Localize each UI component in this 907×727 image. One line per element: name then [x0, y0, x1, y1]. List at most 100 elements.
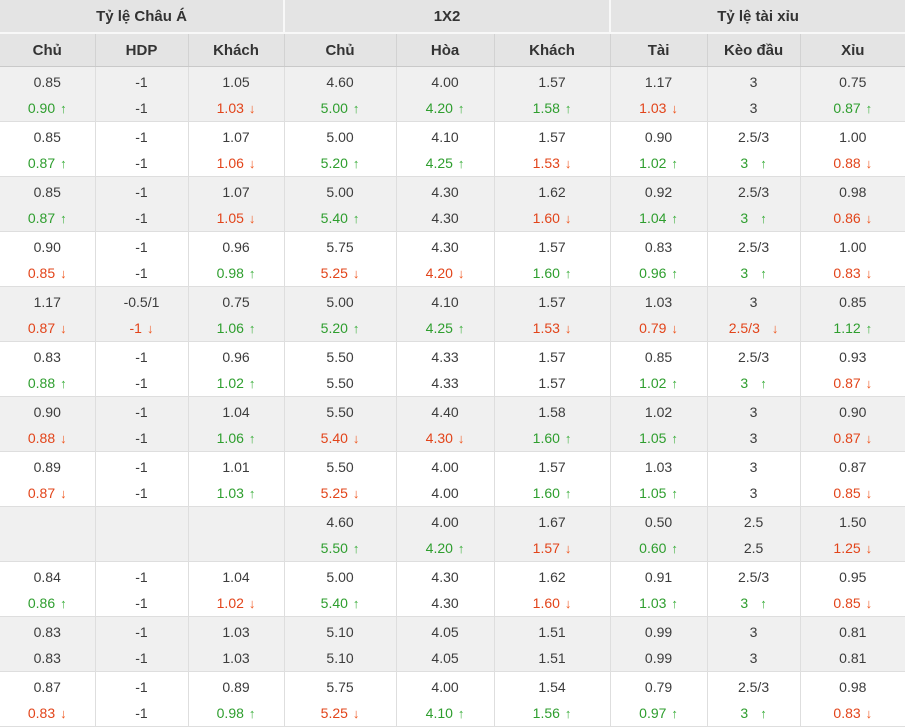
opening-odds-row: 0.87 -1 0.89 5.75 4.00 1.54 0.79 2.5/3 0.98 [0, 671, 906, 700]
odds-cell: 4.00 [395, 66, 495, 95]
odds-cell: 0.90 [799, 396, 906, 425]
odds-value: 1.02 [639, 375, 667, 391]
odds-cell: 4.30 [395, 561, 495, 590]
odds-value: 2.5/3 [737, 349, 770, 365]
odds-value: 0.85 [33, 184, 61, 200]
odds-value: 1.06 [216, 155, 244, 171]
odds-value: 1.03 [216, 100, 244, 116]
odds-cell: 0.98 [799, 671, 906, 700]
odds-value: 0.90 [27, 100, 56, 116]
odds-cell: 1.17 [0, 286, 95, 315]
odds-value: 4.30 [431, 210, 459, 226]
odds-value: 1.57 [538, 375, 566, 391]
odds-cell: 4.40 [395, 396, 495, 425]
odds-cell: 1.53 ↓ [493, 315, 611, 342]
odds-value: 1.07 [222, 129, 250, 145]
odds-cell [94, 535, 188, 562]
odds-cell: 1.04 ↑ [609, 205, 708, 232]
up-arrow-icon: ↑ [564, 486, 572, 501]
odds-cell: 4.30 [395, 231, 495, 260]
odds-value: 2.5/3 [737, 184, 770, 200]
odds-value: 5.50 [326, 375, 354, 391]
odds-value: 3 [749, 100, 758, 116]
odds-cell: 0.90 [0, 396, 95, 425]
odds-cell: 0.85 [609, 341, 708, 370]
odds-value: 0.84 [33, 569, 61, 585]
odds-cell: 5.50 [283, 396, 397, 425]
odds-cell: 0.85 ↓ [799, 590, 906, 617]
group-header-over-under: Tỷ lệ tài xỉu [609, 0, 906, 34]
odds-value: 3 [749, 404, 758, 420]
up-arrow-icon: ↑ [352, 541, 360, 556]
odds-value: 1.03 [222, 624, 250, 640]
odds-value: 4.33 [431, 375, 459, 391]
odds-cell: 1.05 ↓ [187, 205, 285, 232]
odds-value: 4.60 [326, 74, 354, 90]
down-arrow-icon: ↓ [865, 266, 873, 281]
odds-value: 0.85 [839, 294, 867, 310]
odds-cell: 3 [706, 451, 801, 480]
odds-cell: 1.62 [493, 561, 611, 590]
odds-value: 0.79 [644, 679, 673, 695]
odds-value: 3 [749, 294, 758, 310]
up-arrow-icon: ↑ [760, 211, 767, 226]
odds-value: 5.50 [326, 404, 354, 420]
odds-value: -1 [135, 239, 148, 255]
down-arrow-icon: ↓ [564, 541, 572, 556]
odds-value: 0.87 [27, 210, 56, 226]
down-arrow-icon: ↓ [865, 486, 873, 501]
up-arrow-icon: ↑ [352, 156, 360, 171]
odds-value: 0.50 [644, 514, 673, 530]
odds-cell: 5.40 ↑ [283, 205, 397, 232]
odds-value: 3 [749, 430, 758, 446]
odds-cell: 0.93 [799, 341, 906, 370]
odds-cell: 1.07 [187, 176, 285, 205]
down-arrow-icon: ↓ [865, 431, 873, 446]
odds-cell: 1.57 [493, 370, 611, 397]
down-arrow-icon: ↓ [457, 431, 465, 446]
odds-cell: 1.07 [187, 121, 285, 150]
up-arrow-icon: ↑ [671, 156, 678, 171]
odds-cell: 0.98 [799, 176, 906, 205]
up-arrow-icon: ↑ [671, 431, 678, 446]
odds-cell: 0.99 [609, 616, 708, 645]
odds-cell: 0.88 ↓ [0, 425, 95, 452]
odds-cell: 0.85 [799, 286, 906, 315]
odds-cell: 0.84 [0, 561, 95, 590]
odds-value: 3 [740, 595, 749, 611]
odds-cell: 1.17 [609, 66, 708, 95]
odds-cell: 5.10 [283, 616, 397, 645]
odds-value: 5.00 [326, 569, 354, 585]
odds-value: 0.83 [33, 349, 61, 365]
odds-cell: 5.50 ↑ [283, 535, 397, 562]
odds-cell: 0.75 [187, 286, 285, 315]
odds-cell: 4.05 [395, 616, 495, 645]
odds-cell: -1 [94, 370, 188, 397]
odds-value: 1.51 [538, 650, 566, 666]
odds-value: 4.05 [431, 650, 459, 666]
current-odds-row: 0.83 ↓ -1 0.98 ↑ 5.25 ↓ 4.10 ↑ 1.56 ↑ 0.97 ↑ 3 ↑ 0.83 ↓ [0, 700, 906, 727]
odds-cell: -1 [94, 700, 188, 727]
down-arrow-icon: ↓ [60, 321, 67, 336]
odds-cell: 5.00 ↑ [283, 95, 397, 122]
group-header-1x2: 1X2 [283, 0, 611, 34]
odds-value: 0.99 [644, 624, 673, 640]
odds-value: 0.87 [27, 320, 56, 336]
odds-value: 4.00 [431, 679, 459, 695]
up-arrow-icon: ↑ [60, 211, 67, 226]
odds-cell: -1 [94, 66, 188, 95]
odds-cell: 0.87 [0, 671, 95, 700]
odds-value: 0.88 [27, 375, 56, 391]
odds-cell: 4.10 [395, 286, 495, 315]
col-header-away-ah: Khách [187, 33, 285, 67]
odds-cell [94, 506, 188, 535]
odds-cell: -1 [94, 396, 188, 425]
odds-cell: 1.03 [187, 616, 285, 645]
odds-value: 0.85 [833, 595, 861, 611]
odds-value: -1 [135, 650, 148, 666]
odds-cell: 5.20 ↑ [283, 150, 397, 177]
odds-cell: 4.00 [395, 451, 495, 480]
opening-odds-row: 4.60 4.00 1.67 0.50 2.5 1.50 [0, 506, 906, 535]
odds-value: 0.97 [639, 705, 667, 721]
odds-value: 1.58 [532, 100, 560, 116]
